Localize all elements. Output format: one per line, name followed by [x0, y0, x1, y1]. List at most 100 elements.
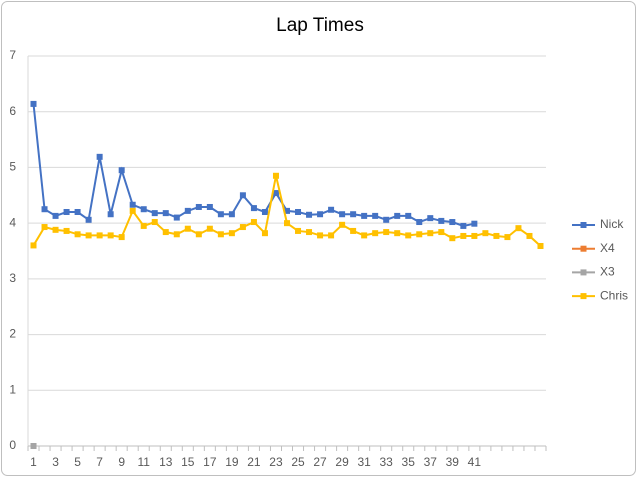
y-tick-label: 3: [9, 271, 16, 285]
legend-marker: [580, 222, 587, 228]
x-tick-label: 23: [269, 455, 283, 469]
marker: [118, 234, 125, 241]
marker: [74, 209, 81, 215]
marker: [162, 229, 169, 236]
marker: [96, 153, 103, 160]
marker: [295, 209, 302, 215]
legend-label: X3: [600, 265, 615, 279]
marker: [250, 219, 257, 226]
marker: [339, 221, 346, 228]
marker: [515, 225, 522, 232]
y-tick-label: 2: [9, 327, 16, 341]
marker: [184, 207, 191, 214]
marker: [471, 232, 478, 239]
marker: [537, 242, 544, 249]
x-tick-label: 35: [402, 455, 416, 469]
marker: [184, 225, 191, 232]
legend-marker: [580, 269, 587, 276]
y-tick-label: 7: [9, 48, 16, 62]
x-tick-label: 19: [225, 455, 239, 469]
marker: [74, 231, 81, 238]
marker: [30, 443, 37, 449]
marker: [394, 212, 401, 219]
x-tick-label: 29: [335, 455, 349, 469]
marker: [383, 216, 390, 223]
x-tick-label: 1: [30, 455, 37, 469]
marker: [526, 232, 533, 239]
marker: [30, 242, 37, 249]
marker: [30, 100, 37, 107]
x-tick-label: 17: [203, 455, 217, 469]
marker: [41, 224, 48, 231]
marker: [96, 232, 103, 239]
marker: [449, 219, 456, 226]
marker: [85, 232, 92, 239]
marker: [394, 230, 401, 237]
x-tick-label: 9: [118, 455, 125, 469]
marker: [173, 214, 180, 221]
x-tick-label: 41: [468, 455, 482, 469]
legend-label: Nick: [600, 217, 624, 231]
x-tick-label: 39: [446, 455, 460, 469]
marker: [460, 232, 467, 239]
x-tick-label: 21: [247, 455, 261, 469]
marker: [107, 211, 114, 218]
marker: [284, 220, 290, 227]
marker: [306, 211, 313, 218]
x-tick-label: 7: [96, 455, 103, 469]
marker: [239, 224, 246, 231]
marker: [416, 219, 423, 226]
marker: [173, 231, 180, 238]
marker: [427, 230, 434, 237]
marker: [250, 205, 257, 212]
marker: [41, 206, 48, 213]
marker: [272, 190, 279, 197]
marker: [350, 227, 357, 234]
marker: [261, 230, 268, 237]
marker: [306, 229, 313, 236]
marker: [217, 211, 224, 218]
marker: [438, 229, 445, 236]
marker: [460, 222, 467, 229]
x-tick-label: 25: [291, 455, 305, 469]
marker: [129, 207, 136, 214]
y-tick-label: 5: [9, 160, 16, 174]
x-tick-label: 15: [181, 455, 195, 469]
marker: [272, 172, 279, 179]
legend-label: Chris: [600, 288, 628, 302]
x-tick-label: 5: [74, 455, 81, 469]
marker: [63, 227, 70, 234]
marker: [52, 212, 59, 219]
marker: [471, 220, 478, 227]
marker: [438, 217, 445, 224]
marker: [228, 211, 235, 218]
marker: [372, 212, 379, 219]
x-tick-label: 33: [380, 455, 394, 469]
x-tick-label: 27: [313, 455, 327, 469]
chart-title: Lap Times: [276, 15, 364, 36]
x-tick-label: 11: [137, 455, 150, 469]
marker: [118, 167, 125, 174]
marker: [284, 207, 290, 214]
marker: [372, 230, 379, 237]
marker: [317, 211, 324, 218]
marker: [482, 230, 489, 237]
marker: [140, 222, 147, 229]
marker: [63, 209, 70, 215]
marker: [350, 211, 357, 218]
x-tick-label: 37: [424, 455, 438, 469]
marker: [339, 211, 346, 218]
marker: [295, 227, 302, 234]
marker: [361, 232, 368, 239]
marker: [195, 231, 202, 238]
marker: [328, 232, 335, 239]
marker: [140, 206, 147, 213]
marker: [107, 232, 114, 239]
marker: [151, 210, 158, 217]
marker: [383, 229, 390, 236]
marker: [361, 212, 368, 219]
marker: [206, 225, 213, 232]
marker: [328, 206, 335, 213]
